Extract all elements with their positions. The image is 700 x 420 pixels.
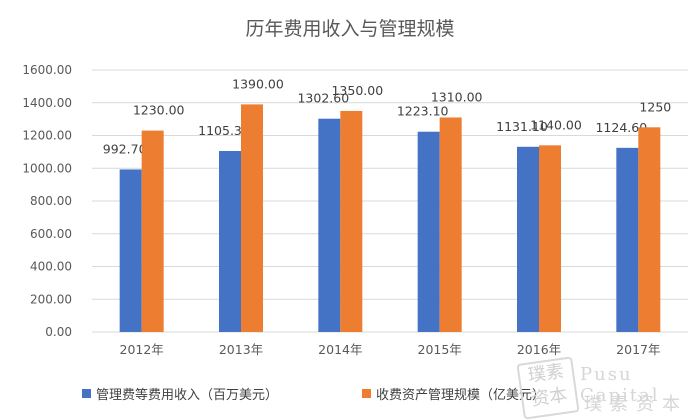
- bar: [539, 145, 561, 332]
- watermark-subtext: 璞素资本: [584, 394, 688, 415]
- legend-item-fee-income: 管理费等费用收入（百万美元）: [82, 384, 278, 403]
- legend-swatch-aum: [362, 389, 371, 398]
- y-tick-label: 600.00: [30, 227, 72, 241]
- legend-label-fee-income: 管理费等费用收入（百万美元）: [96, 388, 279, 403]
- data-label: 1350.00: [331, 83, 383, 98]
- y-tick-label: 200.00: [30, 292, 72, 306]
- y-tick-label: 1400.00: [22, 96, 72, 110]
- bar: [340, 110, 363, 332]
- bar: [616, 147, 639, 332]
- watermark-text: Pusu Capital: [580, 364, 660, 406]
- x-tick-label: 2014年: [318, 342, 362, 357]
- bar: [439, 117, 462, 332]
- watermark: 璞素 资本 Pusu Capital 璞素资本: [516, 356, 700, 420]
- y-tick-label: 400.00: [30, 260, 72, 274]
- data-label: 1302.60: [297, 91, 349, 106]
- bar: [241, 104, 263, 332]
- x-tick-label: 2013年: [219, 342, 263, 357]
- x-tick-label: 2015年: [418, 342, 462, 357]
- data-label: 1230.00: [133, 103, 185, 118]
- data-label: 1390.00: [232, 76, 284, 91]
- data-label: 1140.00: [530, 117, 582, 132]
- data-label: 1131.10: [496, 119, 548, 134]
- bar: [638, 127, 661, 332]
- x-tick-label: 2012年: [120, 342, 164, 357]
- watermark-seal: 璞素 资本: [516, 356, 580, 420]
- chart-title: 历年费用收入与管理规模: [245, 18, 455, 40]
- data-label: 1310.00: [431, 89, 483, 104]
- legend-swatch-fee-income: [82, 389, 91, 398]
- y-tick-label: 0.00: [45, 325, 72, 339]
- legend-label-aum: 收费资产管理规模（亿美元）: [376, 388, 546, 403]
- y-tick-label: 1000.00: [22, 161, 72, 175]
- x-tick-label: 2016年: [517, 342, 561, 357]
- data-label: 1105.30: [198, 123, 250, 138]
- bar: [141, 130, 164, 332]
- legend: 管理费等费用收入（百万美元） 收费资产管理规模（亿美元）: [0, 384, 700, 406]
- bar: [119, 169, 142, 332]
- x-tick-label: 2017年: [616, 342, 660, 357]
- y-tick-label: 1600.00: [22, 63, 72, 77]
- bar: [318, 118, 341, 332]
- data-label: 1124.60: [595, 120, 647, 135]
- data-label: 1250: [639, 99, 671, 114]
- y-tick-label: 1200.00: [22, 129, 72, 143]
- bar: [417, 131, 440, 332]
- legend-item-aum: 收费资产管理规模（亿美元）: [362, 384, 545, 403]
- data-label: 992.70: [103, 141, 147, 156]
- bar: [517, 146, 539, 332]
- data-label: 1223.10: [397, 104, 449, 119]
- bar: [219, 151, 241, 332]
- y-tick-label: 800.00: [30, 194, 72, 208]
